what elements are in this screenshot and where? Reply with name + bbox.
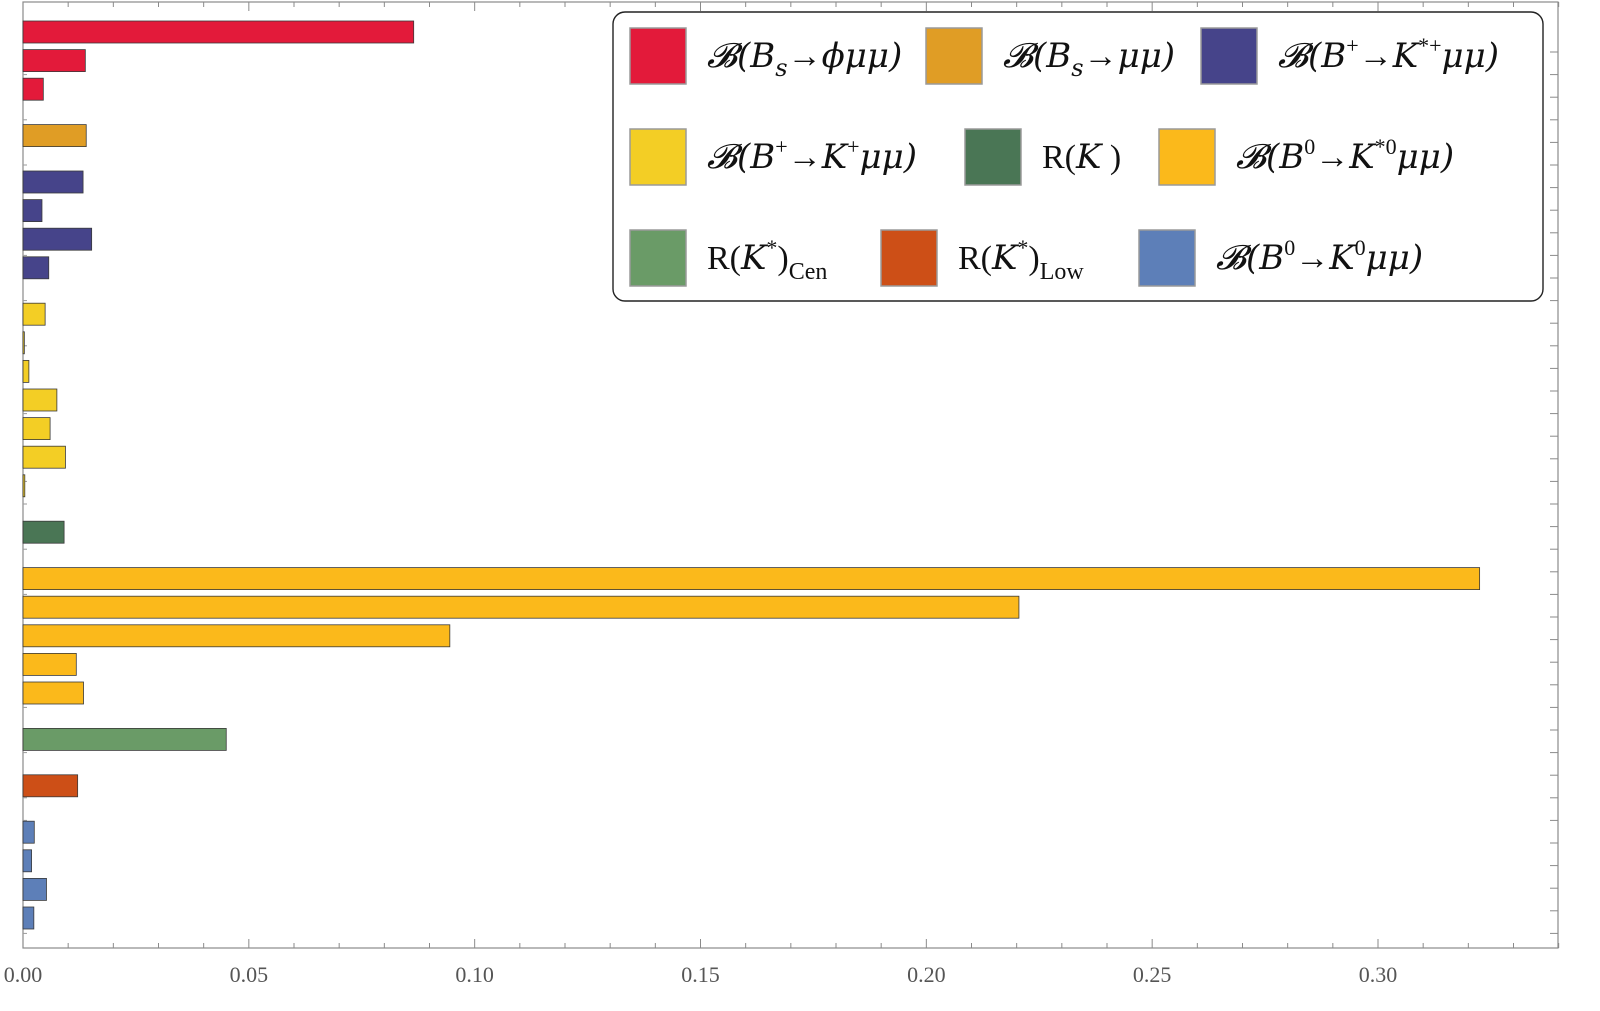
legend-swatch-bs_mumu <box>925 27 983 85</box>
bar-bplus_kstarplus_mumu-2 <box>22 199 43 223</box>
legend-swatch-bplus_kstarplus_mumu <box>1200 27 1258 85</box>
bar-b0_k0_mumu-3 <box>22 878 47 901</box>
legend-label-bs_mumu: 𝓑(Bs→μμ) <box>1003 36 1175 82</box>
bar-b0_k0_mumu-1 <box>22 820 35 844</box>
legend-label-b0_kstar0_mumu: 𝓑(B0→K*0μμ) <box>1236 134 1454 177</box>
x-tick-label: 0.25 <box>1133 962 1172 987</box>
legend-label-bplus_kplus_mumu: 𝓑(B+→K+μμ) <box>707 134 917 177</box>
bar-rkstar_cen-1 <box>22 728 227 751</box>
x-tick-label: 0.05 <box>230 962 269 987</box>
bar-rk-1 <box>22 520 65 544</box>
legend-label-rkstar_low: R(K*)Low <box>958 235 1084 285</box>
bar-b0_kstar0_mumu-5 <box>22 681 84 705</box>
bar-bplus_kplus_mumu-7 <box>22 474 26 498</box>
bar-rkstar_low-1 <box>22 774 79 798</box>
bar-b0_k0_mumu-4 <box>22 906 35 930</box>
bar-b0_kstar0_mumu-3 <box>22 624 451 648</box>
bar-bplus_kplus_mumu-4 <box>22 388 58 412</box>
bar-bs_mumu-1 <box>22 124 87 147</box>
x-tick-label: 0.10 <box>455 962 494 987</box>
x-tick-label: 0.20 <box>907 962 946 987</box>
bar-bs_phimumu-3 <box>22 77 44 101</box>
bar-bplus_kplus_mumu-3 <box>22 359 30 383</box>
bar-bplus_kplus_mumu-5 <box>22 417 51 441</box>
x-ticks-group: 0.00 0.05 0.10 0.15 0.20 0.25 0.30 <box>4 962 1398 987</box>
bar-bs_phimumu-1 <box>22 20 415 44</box>
x-tick-label: 0.15 <box>681 962 720 987</box>
legend-swatch-b0_k0_mumu <box>1138 229 1196 287</box>
bar-b0_kstar0_mumu-2 <box>22 595 1020 619</box>
x-tick-label: 0.30 <box>1359 962 1398 987</box>
legend-box <box>612 11 1544 302</box>
bar-b0_kstar0_mumu-1 <box>22 567 1481 590</box>
axes-group <box>22 1 1560 949</box>
bar-bplus_kstarplus_mumu-4 <box>22 256 50 280</box>
bar-bs_phimumu-2 <box>22 49 86 72</box>
bar-bplus_kstarplus_mumu-3 <box>22 227 93 251</box>
legend: 𝓑(Bs→ϕμμ) 𝓑(Bs→μμ) 𝓑(B+→K*+μμ) 𝓑(B+→K+μμ) R(… <box>612 11 1544 302</box>
bar-bplus_kplus_mumu-6 <box>22 445 66 469</box>
legend-label-bplus_kstarplus_mumu: 𝓑(B+→K*+μμ) <box>1278 33 1499 76</box>
legend-swatch-rkstar_cen <box>629 229 687 287</box>
bar-bplus_kplus_mumu-2 <box>22 331 25 355</box>
legend-swatch-rkstar_low <box>880 229 938 287</box>
bar-b0_k0_mumu-2 <box>22 849 32 873</box>
legend-swatch-bs_phimumu <box>629 27 687 85</box>
legend-label-b0_k0_mumu: 𝓑(B0→K0μμ) <box>1216 235 1423 278</box>
legend-swatch-rk <box>964 128 1022 186</box>
legend-swatch-bplus_kplus_mumu <box>629 128 687 186</box>
legend-label-rk: R(K ) <box>1042 137 1121 177</box>
bar-bplus_kstarplus_mumu-1 <box>22 170 84 194</box>
legend-swatch-b0_kstar0_mumu <box>1158 128 1216 186</box>
legend-label-bs_phimumu: 𝓑(Bs→ϕμμ) <box>707 36 902 82</box>
bar-bplus_kplus_mumu-1 <box>22 302 46 326</box>
x-tick-label: 0.00 <box>4 962 43 987</box>
bars-group <box>22 20 1481 930</box>
bar-b0_kstar0_mumu-4 <box>22 653 77 676</box>
legend-label-rkstar_cen: R(K*)Cen <box>707 235 827 285</box>
